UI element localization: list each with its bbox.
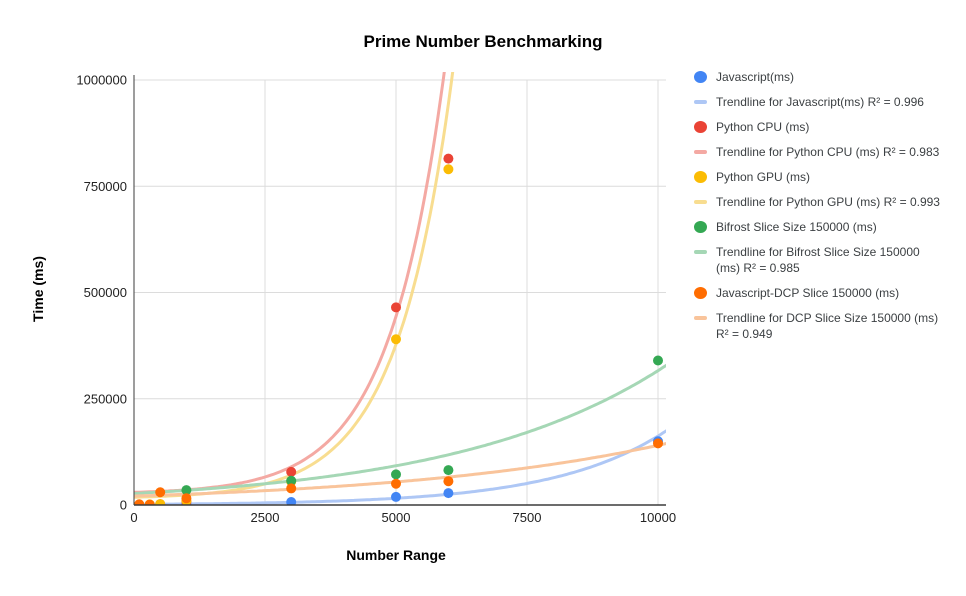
- series-dot-icon: [694, 121, 707, 133]
- data-point[interactable]: [155, 499, 166, 509]
- data-point[interactable]: [443, 164, 454, 175]
- trendline-dash-icon: [694, 200, 707, 204]
- trendline-dash-icon: [694, 100, 707, 104]
- legend-label: Trendline for DCP Slice Size 150000 (ms)…: [716, 311, 939, 341]
- data-point[interactable]: [443, 476, 454, 487]
- trendline-curve: [134, 429, 666, 505]
- legend-item-series[interactable]: Javascript(ms): [694, 69, 940, 85]
- series-dot-icon: [694, 221, 707, 233]
- data-point[interactable]: [286, 466, 297, 477]
- data-point[interactable]: [134, 499, 145, 509]
- y-axis-title: Time (ms): [30, 256, 46, 322]
- legend-label: Javascript-DCP Slice 150000 (ms): [716, 286, 900, 300]
- legend-label: Trendline for Python GPU (ms) R² = 0.993: [716, 195, 940, 209]
- y-tick-label: 250000: [84, 391, 127, 406]
- data-point[interactable]: [391, 302, 401, 313]
- data-point[interactable]: [286, 483, 297, 494]
- trendline-curve: [134, 72, 446, 494]
- trendline-curve: [134, 442, 666, 498]
- legend-item-trendline[interactable]: Trendline for Python GPU (ms) R² = 0.993: [694, 194, 940, 210]
- data-point[interactable]: [443, 488, 454, 499]
- x-tick-label: 5000: [382, 510, 411, 525]
- legend-label: Javascript(ms): [716, 70, 795, 84]
- data-point[interactable]: [443, 153, 454, 164]
- legend-item-series[interactable]: Bifrost Slice Size 150000 (ms): [694, 219, 940, 235]
- series-dot-icon: [694, 287, 707, 299]
- data-point[interactable]: [286, 475, 297, 486]
- data-point[interactable]: [391, 478, 401, 489]
- legend-label: Python GPU (ms): [716, 170, 811, 184]
- data-point[interactable]: [391, 334, 401, 345]
- trendline-dash-icon: [694, 316, 707, 320]
- legend-label: Trendline for Python CPU (ms) R² = 0.983: [716, 145, 940, 159]
- series-dot-icon: [694, 171, 707, 183]
- data-point[interactable]: [181, 485, 192, 496]
- trendline-curve: [134, 363, 666, 495]
- legend: Javascript(ms) Trendline for Javascript(m…: [694, 69, 940, 351]
- chart-title: Prime Number Benchmarking: [363, 32, 603, 51]
- x-tick-label: 0: [130, 510, 137, 525]
- legend-item-trendline[interactable]: Trendline for DCP Slice Size 150000 (ms)…: [694, 310, 940, 342]
- data-point[interactable]: [155, 487, 166, 498]
- x-tick-label: 7500: [513, 510, 542, 525]
- legend-label: Trendline for Bifrost Slice Size 150000 …: [716, 245, 920, 275]
- data-point[interactable]: [391, 469, 401, 480]
- legend-item-series[interactable]: Javascript-DCP Slice 150000 (ms): [694, 285, 940, 301]
- trendline-curve: [134, 72, 455, 499]
- legend-item-series[interactable]: Python GPU (ms): [694, 169, 940, 185]
- y-tick-label: 750000: [84, 179, 127, 194]
- legend-label: Trendline for Javascript(ms) R² = 0.996: [716, 95, 924, 109]
- data-point[interactable]: [443, 465, 454, 476]
- y-tick-label: 1000000: [76, 73, 127, 88]
- x-tick-label: 10000: [640, 510, 676, 525]
- data-point[interactable]: [286, 497, 297, 507]
- legend-item-trendline[interactable]: Trendline for Javascript(ms) R² = 0.996: [694, 94, 940, 110]
- x-axis-title: Number Range: [346, 547, 446, 563]
- data-point[interactable]: [653, 438, 663, 449]
- data-point[interactable]: [144, 499, 155, 510]
- data-point[interactable]: [391, 491, 401, 502]
- y-tick-label: 0: [120, 498, 127, 513]
- trendline-dash-icon: [694, 250, 707, 254]
- data-point[interactable]: [653, 355, 663, 366]
- legend-item-trendline[interactable]: Trendline for Bifrost Slice Size 150000 …: [694, 244, 940, 276]
- y-tick-label: 500000: [84, 285, 127, 300]
- series-dot-icon: [694, 71, 707, 83]
- x-tick-label: 2500: [251, 510, 280, 525]
- legend-label: Bifrost Slice Size 150000 (ms): [716, 220, 877, 234]
- trendline-dash-icon: [694, 150, 707, 154]
- legend-item-trendline[interactable]: Trendline for Python CPU (ms) R² = 0.983: [694, 144, 940, 160]
- legend-item-series[interactable]: Python CPU (ms): [694, 119, 940, 135]
- data-point[interactable]: [181, 493, 192, 504]
- legend-label: Python CPU (ms): [716, 120, 810, 134]
